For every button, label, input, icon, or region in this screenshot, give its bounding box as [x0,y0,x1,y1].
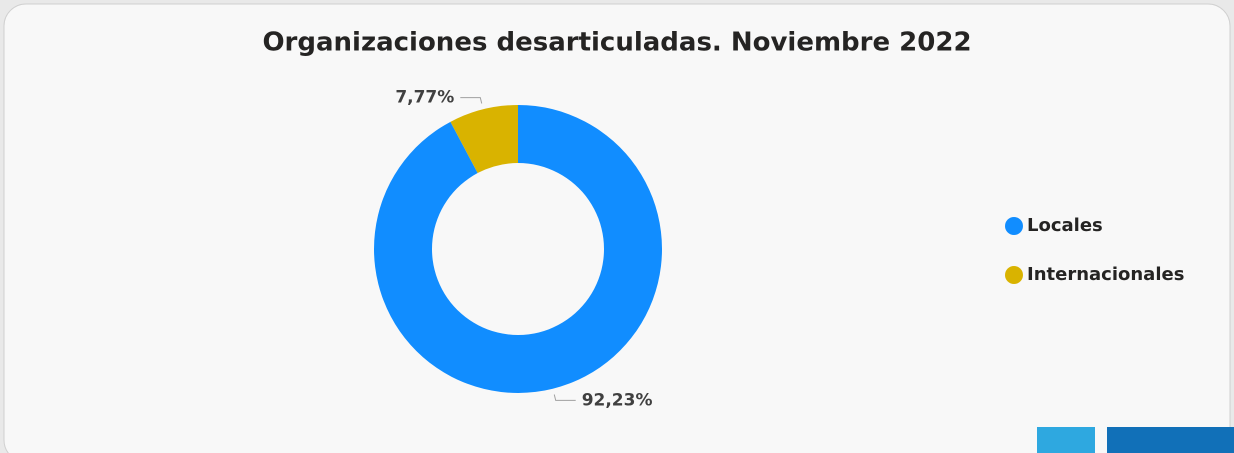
data-label: 7,77% [395,88,454,108]
data-label: 92,23% [582,390,653,410]
donut-slice [450,105,518,174]
leader-line [460,97,483,104]
legend-label: Internacionales [1027,264,1184,285]
chart-title: Organizaciones desarticuladas. Noviembre… [262,28,971,58]
decor-dark [1107,427,1234,453]
decor-light [1037,427,1095,453]
legend-label: Locales [1027,215,1103,236]
legend-marker [1005,217,1023,235]
leader-line [553,394,576,401]
legend-marker [1005,266,1023,284]
donut-slice [374,105,662,393]
